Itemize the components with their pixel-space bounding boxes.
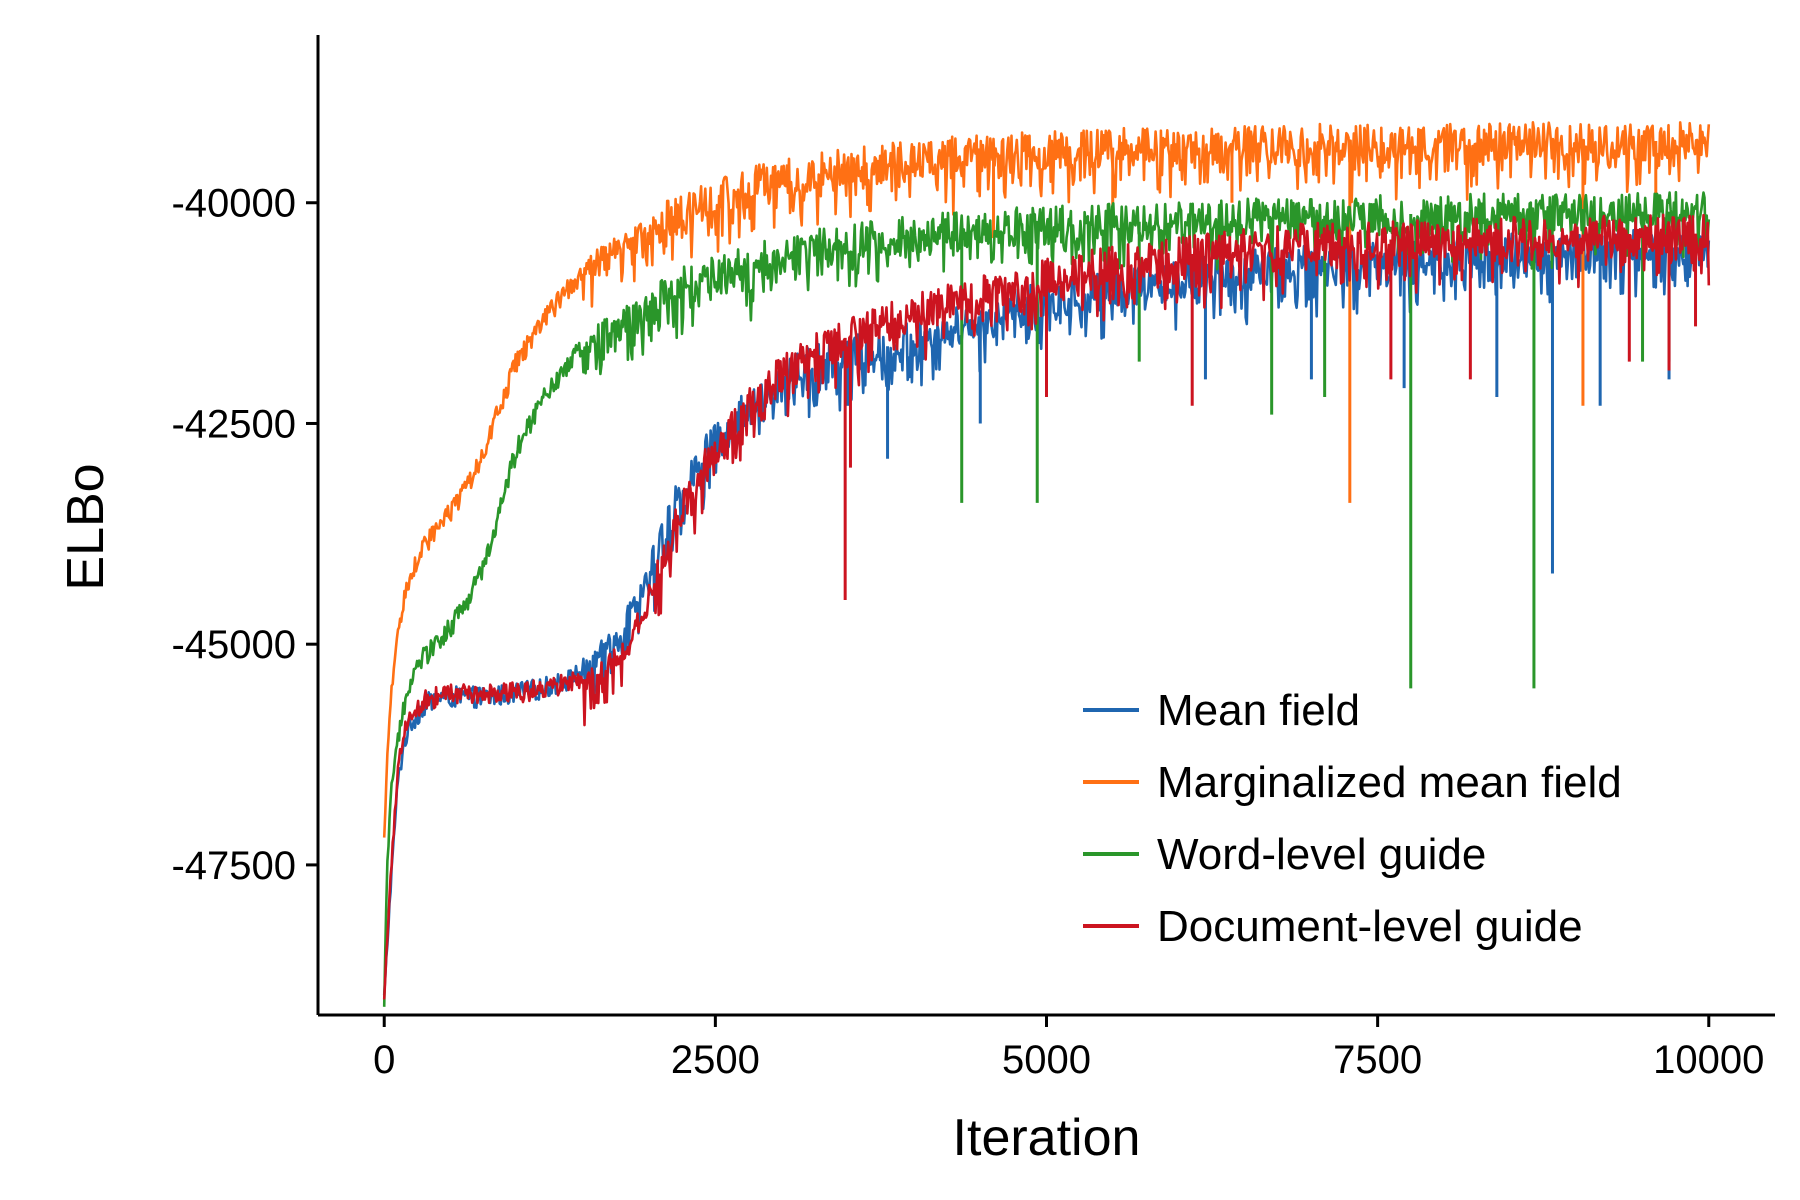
x-tick-label: 0 [373,1038,395,1082]
legend-item: Marginalized mean field [1083,758,1622,807]
axes-layer: 0 2500 5000 7500 10000 -47500 -45000 -42500 -400… [171,35,1775,1082]
x-tick-label: 10000 [1653,1038,1764,1082]
y-tick-label: -40000 [171,182,296,226]
y-tick-label: -47500 [171,844,296,888]
legend-item: Document-level guide [1083,902,1583,951]
legend-label: Mean field [1157,686,1360,735]
legend-label: Marginalized mean field [1157,758,1622,807]
series-document-level-guide [382,213,1711,1000]
legend-label: Document-level guide [1157,902,1583,951]
y-axis-title: ELBo [57,463,115,590]
legend-item: Word-level guide [1083,830,1486,879]
series-layer [382,121,1711,1007]
y-tick-label: -42500 [171,402,296,446]
legend-item: Mean field [1083,686,1360,735]
x-axis-title: Iteration [953,1109,1141,1167]
x-tick-label: 7500 [1333,1038,1422,1082]
y-tick-label: -45000 [171,623,296,667]
x-tick-label: 2500 [671,1038,760,1082]
legend-label: Word-level guide [1157,830,1486,879]
series-marginalized-mean-field [382,121,1711,838]
x-tick-label: 5000 [1002,1038,1091,1082]
series-line [382,121,1711,838]
legend: Mean field Marginalized mean field Word-le… [1083,686,1622,951]
